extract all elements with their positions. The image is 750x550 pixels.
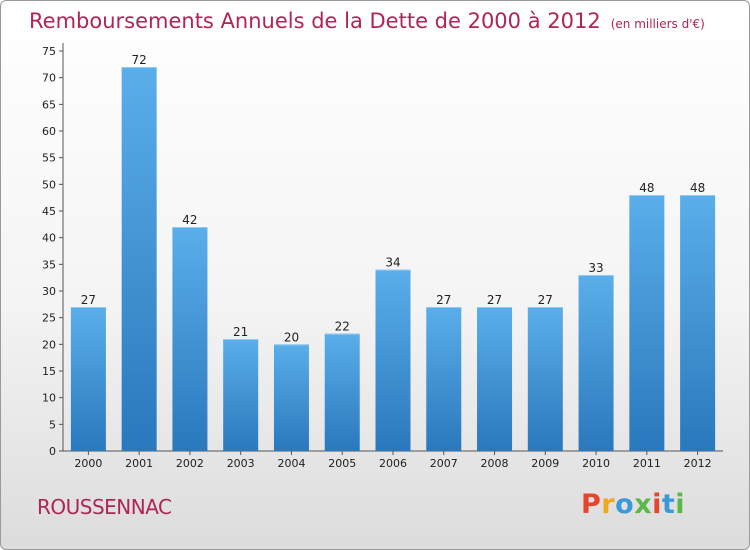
x-tick-label: 2001 [125,457,153,470]
data-label: 33 [588,261,603,275]
data-label: 48 [639,181,654,195]
x-tick-label: 2002 [176,457,204,470]
y-tick-label: 10 [42,392,56,405]
y-tick-label: 45 [42,205,56,218]
bar [680,195,716,451]
logo-letter: r [601,489,616,520]
bar [121,67,157,451]
bar [223,339,259,451]
y-tick-label: 5 [49,418,56,431]
bar [578,275,614,451]
bar [273,344,309,451]
bar [629,195,665,451]
commune-name: ROUSSENNAC [37,495,172,519]
y-tick-label: 30 [42,285,56,298]
logo-letter: x [634,489,653,520]
y-tick-label: 65 [42,98,56,111]
chart-subtitle: (en milliers d'€) [610,17,705,31]
y-tick-label: 35 [42,258,56,271]
x-tick-label: 2003 [227,457,255,470]
x-tick-label: 2006 [379,457,407,470]
x-tick-label: 2011 [633,457,661,470]
chart-title: Remboursements Annuels de la Dette de 20… [29,9,705,33]
logo-letter: t [661,489,676,520]
x-tick-label: 2012 [684,457,712,470]
x-tick-label: 2004 [277,457,305,470]
data-label: 34 [385,256,400,270]
x-tick-label: 2005 [328,457,356,470]
bar [375,269,411,451]
data-label: 27 [436,293,451,307]
proxiti-logo: Proxiti [581,489,685,520]
bar [426,307,462,451]
y-tick-label: 40 [42,232,56,245]
x-tick-label: 2007 [430,457,458,470]
data-label: 27 [538,293,553,307]
y-tick-label: 55 [42,152,56,165]
logo-letter: P [581,489,602,520]
chart-title-text: Remboursements Annuels de la Dette de 20… [29,9,601,33]
y-tick-label: 50 [42,178,56,191]
y-tick-label: 75 [42,45,56,58]
y-tick-label: 20 [42,338,56,351]
x-tick-label: 2010 [582,457,610,470]
x-tick-label: 2009 [531,457,559,470]
bar [70,307,106,451]
x-tick-label: 2008 [481,457,509,470]
data-label: 72 [132,53,147,67]
bar [172,227,208,451]
logo-letter: i [652,489,662,520]
bar [477,307,513,451]
data-label: 27 [487,293,502,307]
x-tick-label: 2000 [74,457,102,470]
logo-letter: i [675,489,686,520]
y-tick-label: 60 [42,125,56,138]
data-label: 48 [690,181,705,195]
y-tick-label: 15 [42,365,56,378]
data-label: 21 [233,325,248,339]
y-tick-label: 70 [42,72,56,85]
y-tick-label: 0 [49,445,56,458]
data-label: 42 [182,213,197,227]
logo-letter: o [615,489,635,520]
y-tick-label: 25 [42,312,56,325]
data-label: 22 [335,320,350,334]
bar [324,333,360,451]
bar [527,307,563,451]
data-label: 20 [284,330,299,344]
data-label: 27 [81,293,96,307]
